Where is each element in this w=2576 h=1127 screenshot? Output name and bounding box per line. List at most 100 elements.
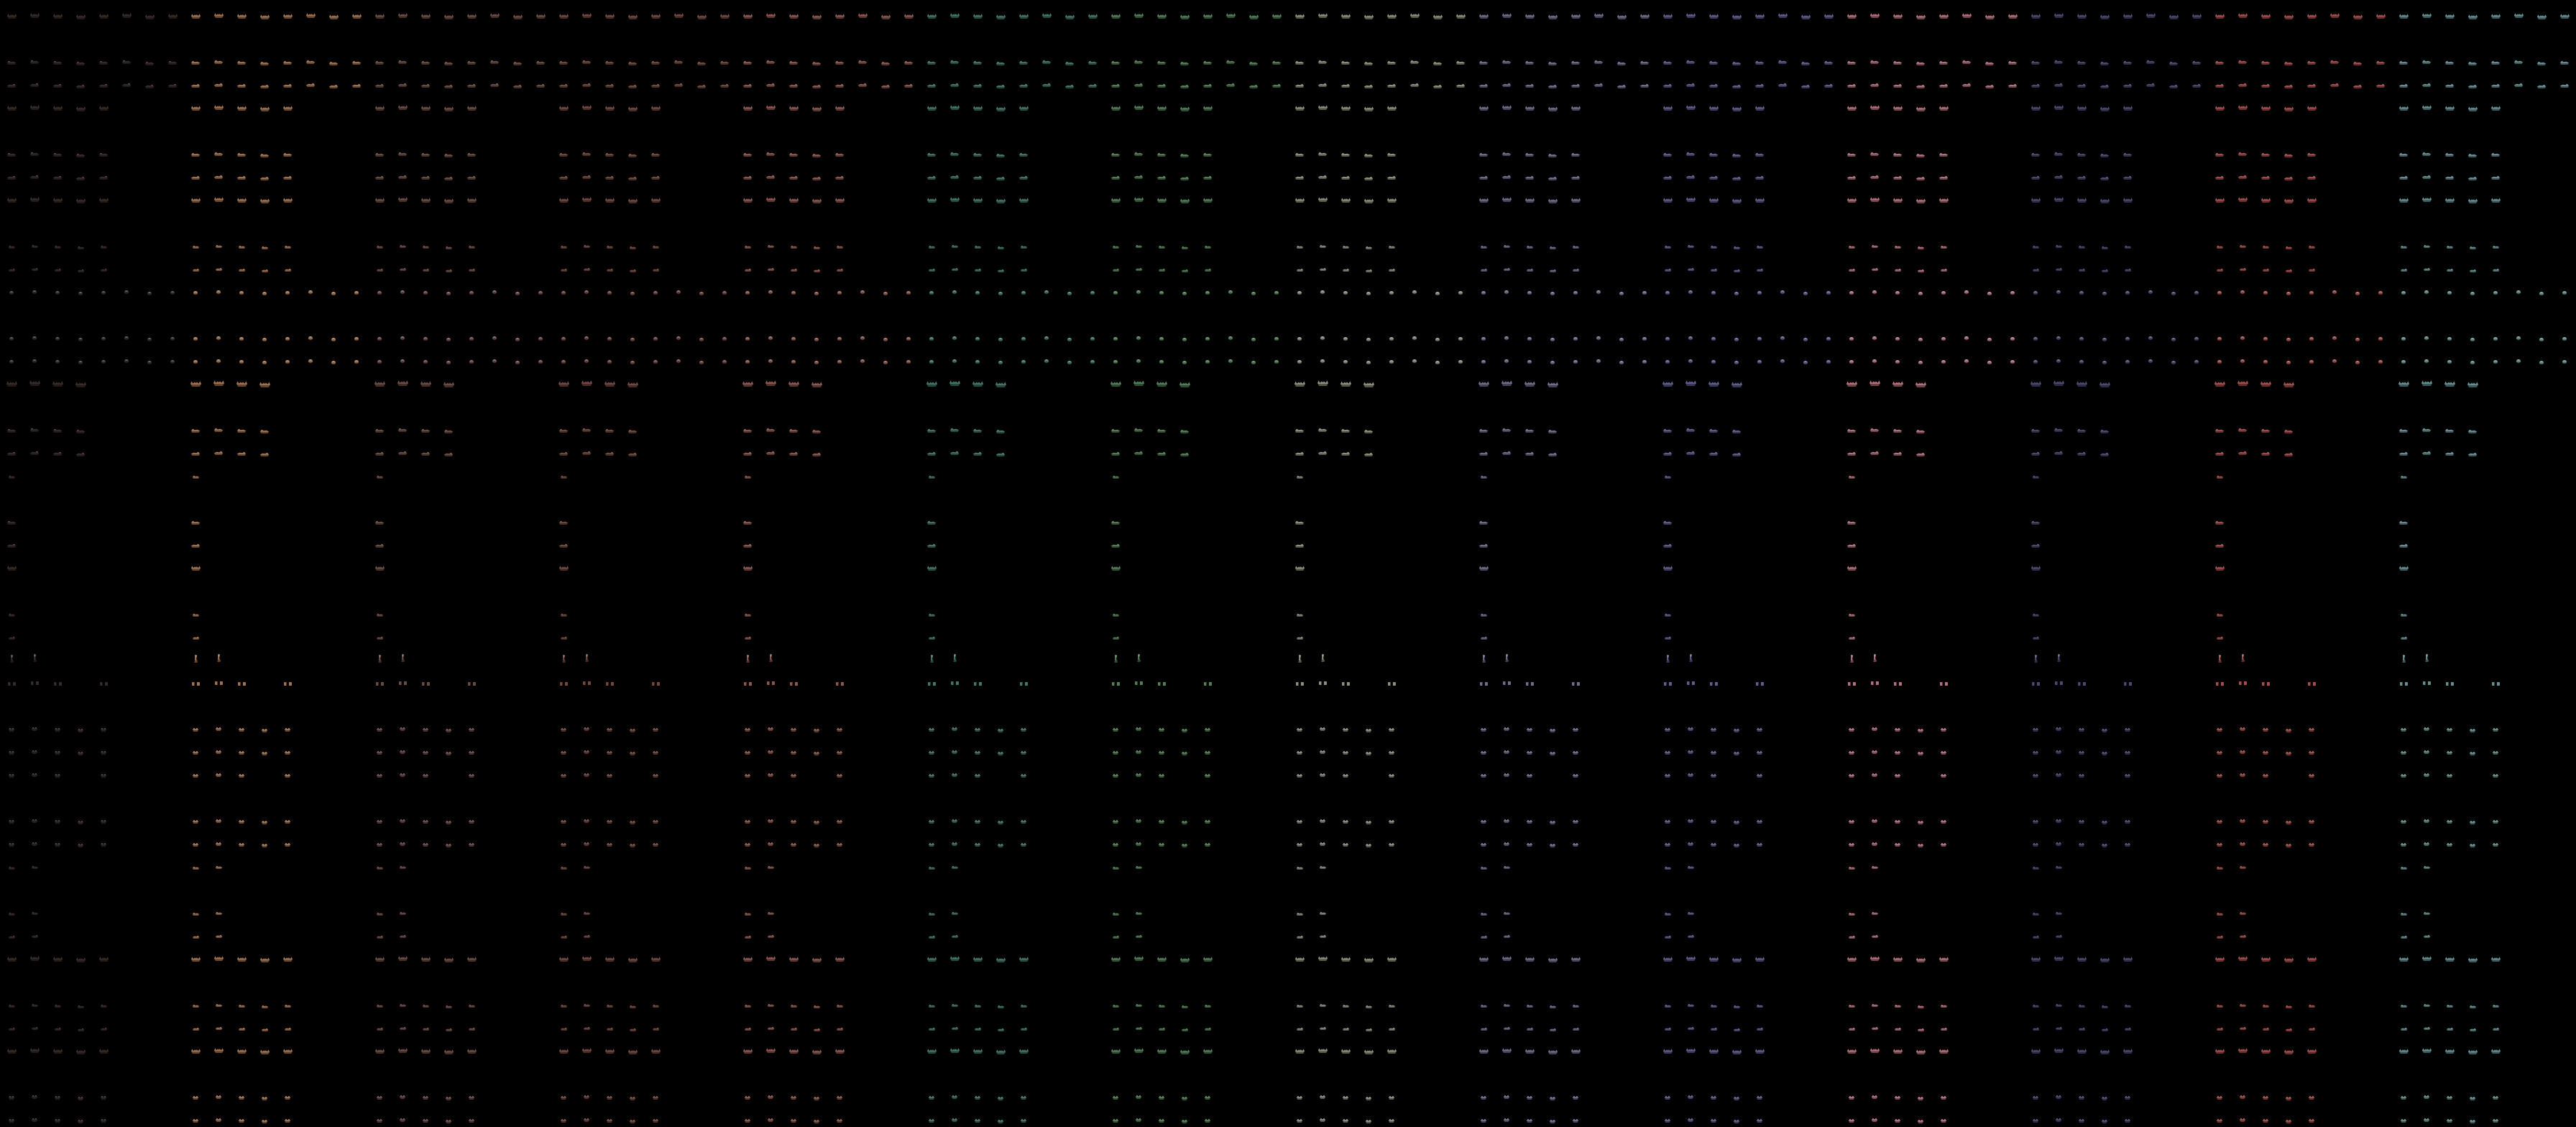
boot-sprite xyxy=(837,1095,842,1100)
boot-sprite xyxy=(2079,727,2084,732)
boot-sprite xyxy=(2054,956,2064,961)
boot-sprite xyxy=(2423,681,2431,685)
boot-sprite xyxy=(2123,957,2133,962)
boot-sprite xyxy=(446,269,452,272)
boot-sprite xyxy=(214,1048,224,1053)
boot-sprite xyxy=(2401,1004,2407,1008)
boot-sprite xyxy=(1941,337,1946,341)
boot-sprite xyxy=(1665,727,1670,732)
boot-sprite xyxy=(789,198,799,203)
boot-sprite xyxy=(814,292,819,295)
boot-sprite xyxy=(2077,83,2086,88)
boot-sprite xyxy=(2056,727,2061,731)
boot-sprite xyxy=(1780,359,1785,363)
boot-sprite xyxy=(1157,451,1166,456)
boot-sprite xyxy=(283,14,293,19)
boot-sprite xyxy=(1504,1118,1509,1122)
boot-sprite xyxy=(765,380,776,386)
boot-sprite xyxy=(216,727,221,731)
boot-sprite xyxy=(1320,290,1325,294)
boot-sprite xyxy=(1389,1118,1394,1123)
boot-sprite xyxy=(607,842,612,847)
boot-sprite xyxy=(2444,381,2455,387)
boot-sprite xyxy=(837,360,842,364)
boot-sprite xyxy=(1226,60,1235,64)
boot-sprite xyxy=(766,105,776,110)
boot-sprite xyxy=(812,429,821,433)
boot-sprite xyxy=(1205,727,1210,732)
boot-sprite xyxy=(1481,360,1486,364)
boot-sprite xyxy=(1849,360,1854,364)
boot-sprite xyxy=(1481,750,1486,755)
boot-sprite xyxy=(2493,1118,2498,1123)
boot-sprite xyxy=(1895,819,1900,824)
boot-sprite xyxy=(1295,60,1304,65)
boot-sprite xyxy=(1663,175,1672,180)
boot-sprite xyxy=(585,654,589,662)
boot-sprite xyxy=(191,566,201,571)
boot-sprite xyxy=(7,543,16,548)
boot-sprite xyxy=(2493,1095,2498,1100)
boot-sprite xyxy=(2079,268,2085,272)
boot-sprite xyxy=(1134,105,1144,110)
boot-sprite xyxy=(1044,336,1049,340)
boot-sprite xyxy=(285,1027,291,1031)
boot-sprite xyxy=(2447,245,2453,249)
boot-sprite xyxy=(329,14,339,19)
boot-sprite xyxy=(1686,175,1695,179)
boot-sprite xyxy=(262,1028,268,1031)
boot-sprite xyxy=(7,566,17,571)
boot-sprite xyxy=(398,105,408,110)
boot-sprite xyxy=(1502,451,1511,455)
boot-sprite xyxy=(2033,1004,2039,1008)
boot-sprite xyxy=(377,360,382,364)
boot-sprite xyxy=(1873,654,1877,662)
boot-sprite xyxy=(193,475,199,479)
boot-sprite xyxy=(1688,934,1694,938)
boot-sprite xyxy=(30,152,39,156)
boot-sprite xyxy=(1297,935,1303,939)
boot-sprite xyxy=(1412,290,1417,294)
boot-sprite xyxy=(562,655,566,663)
boot-sprite xyxy=(790,682,798,686)
boot-sprite xyxy=(1688,1026,1694,1030)
boot-sprite xyxy=(975,1095,980,1100)
boot-sprite xyxy=(1182,1096,1187,1100)
boot-sprite xyxy=(1711,819,1716,824)
boot-sprite xyxy=(262,728,267,732)
boot-sprite xyxy=(2470,292,2475,295)
boot-sprite xyxy=(745,245,751,249)
boot-sprite xyxy=(1755,14,1765,19)
boot-sprite xyxy=(1548,14,1558,19)
boot-sprite xyxy=(1893,175,1902,180)
boot-sprite xyxy=(1939,83,1948,88)
boot-sprite xyxy=(2100,198,2110,203)
boot-sprite xyxy=(1709,451,1718,456)
boot-sprite xyxy=(582,428,591,432)
boot-sprite xyxy=(1320,336,1325,340)
boot-sprite xyxy=(1203,60,1212,65)
boot-sprite xyxy=(1320,1118,1325,1122)
boot-sprite xyxy=(607,291,612,295)
boot-sprite xyxy=(423,268,429,272)
boot-sprite xyxy=(1571,175,1580,180)
boot-sprite xyxy=(1663,543,1672,548)
boot-sprite xyxy=(444,198,454,203)
boot-sprite xyxy=(1824,60,1833,65)
boot-sprite xyxy=(1320,727,1325,731)
boot-sprite xyxy=(1389,842,1394,847)
boot-sprite xyxy=(2034,655,2038,663)
boot-sprite xyxy=(7,520,16,525)
boot-sprite xyxy=(2307,175,2316,180)
boot-sprite xyxy=(53,106,63,111)
boot-sprite xyxy=(1272,83,1281,88)
boot-sprite xyxy=(100,682,108,686)
boot-sprite xyxy=(2261,14,2271,19)
boot-sprite xyxy=(538,360,543,364)
boot-sprite xyxy=(1686,105,1696,110)
boot-sprite xyxy=(2470,269,2476,272)
boot-sprite xyxy=(2054,175,2063,179)
boot-sprite xyxy=(1479,566,1489,571)
boot-sprite xyxy=(538,291,543,295)
boot-sprite xyxy=(2100,452,2109,456)
